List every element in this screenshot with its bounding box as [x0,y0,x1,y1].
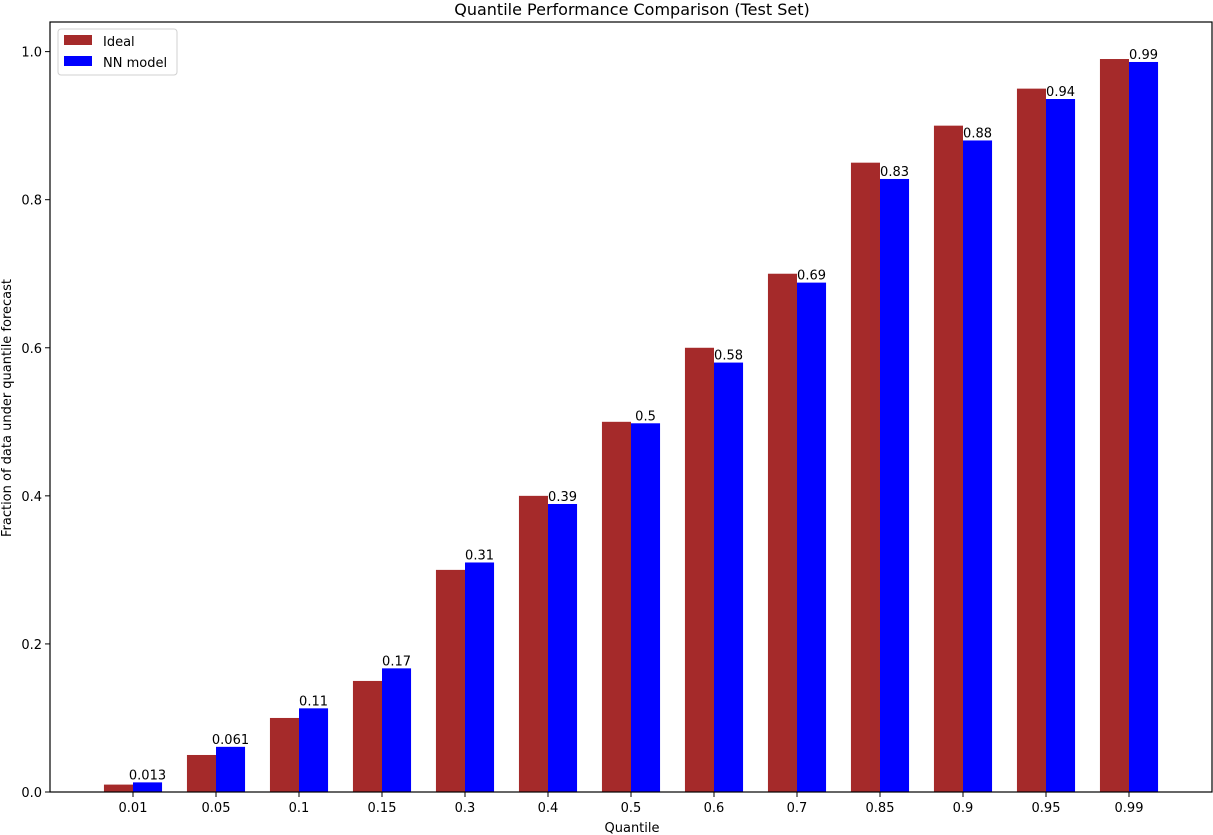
data-label: 0.31 [465,548,494,563]
data-label: 0.88 [963,126,992,141]
x-tick-label: 0.4 [538,801,559,816]
bar-ideal-0.99 [1099,59,1129,793]
bar-nn-model-0.95 [1046,99,1076,792]
x-tick-label: 0.95 [1032,801,1061,816]
bar-nn-model-0.01 [133,782,163,792]
data-label: 0.94 [1046,85,1075,100]
legend-label-nn-model: NN model [103,56,167,71]
data-label: 0.17 [382,654,411,669]
bar-ideal-0.4 [518,495,548,792]
bar-nn-model-0.4 [548,503,578,792]
y-tick-label: 0.4 [21,490,42,505]
x-tick-label: 0.15 [368,801,397,816]
bar-ideal-0.5 [601,421,631,792]
data-label: 0.58 [714,349,743,364]
bar-nn-model-0.9 [963,140,993,792]
y-tick-label: 0.8 [21,194,42,209]
legend: Ideal NN model [57,28,178,76]
bar-ideal-0.05 [186,754,216,792]
x-tick-label: 0.01 [119,801,148,816]
y-tick-label: 0.6 [21,342,42,357]
x-tick-label: 0.5 [621,801,642,816]
x-tick-label: 0.9 [953,801,974,816]
data-label: 0.5 [635,409,656,424]
x-axis-label: Quantile [605,821,660,835]
x-tick-label: 0.85 [866,801,895,816]
bar-ideal-0.3 [435,569,465,792]
data-label: 0.83 [880,165,909,180]
x-tick-label: 0.3 [455,801,476,816]
chart-title: Quantile Performance Comparison (Test Se… [454,0,809,19]
bar-nn-model-0.6 [714,362,744,792]
bar-ideal-0.6 [684,347,714,792]
y-axis-label: Fraction of data under quantile forecast [0,279,15,537]
legend-swatch-ideal [64,35,92,45]
x-tick-label: 0.05 [202,801,231,816]
bar-ideal-0.85 [850,162,880,792]
x-tick-label: 0.7 [787,801,808,816]
bar-nn-model-0.1 [299,708,329,792]
bar-nn-model-0.3 [465,562,495,792]
x-tick-label: 0.6 [704,801,725,816]
legend-label-ideal: Ideal [103,35,135,50]
bar-nn-model-0.05 [216,746,246,792]
data-label: 0.39 [548,490,577,505]
bar-nn-model-0.5 [631,423,661,792]
bar-ideal-0.95 [1016,88,1046,792]
bar-ideal-0.01 [103,784,133,792]
bar-ideal-0.7 [767,273,797,792]
data-label: 0.013 [129,768,166,783]
data-label: 0.11 [299,694,328,709]
bar-ideal-0.1 [269,717,299,792]
bar-nn-model-0.99 [1129,61,1159,792]
bar-nn-model-0.85 [880,178,910,792]
data-label: 0.69 [797,269,826,284]
x-tick-label: 0.99 [1115,801,1144,816]
data-label: 0.061 [212,733,249,748]
bar-ideal-0.15 [352,680,382,792]
y-tick-label: 0.0 [21,786,42,801]
y-tick-label: 0.2 [21,638,42,653]
bar-nn-model-0.7 [797,282,827,792]
y-tick-label: 1.0 [21,46,42,61]
data-label: 0.99 [1129,48,1158,63]
legend-swatch-nn-model [64,56,92,66]
x-tick-label: 0.1 [289,801,310,816]
bar-nn-model-0.15 [382,668,412,792]
bar-ideal-0.9 [933,125,963,792]
